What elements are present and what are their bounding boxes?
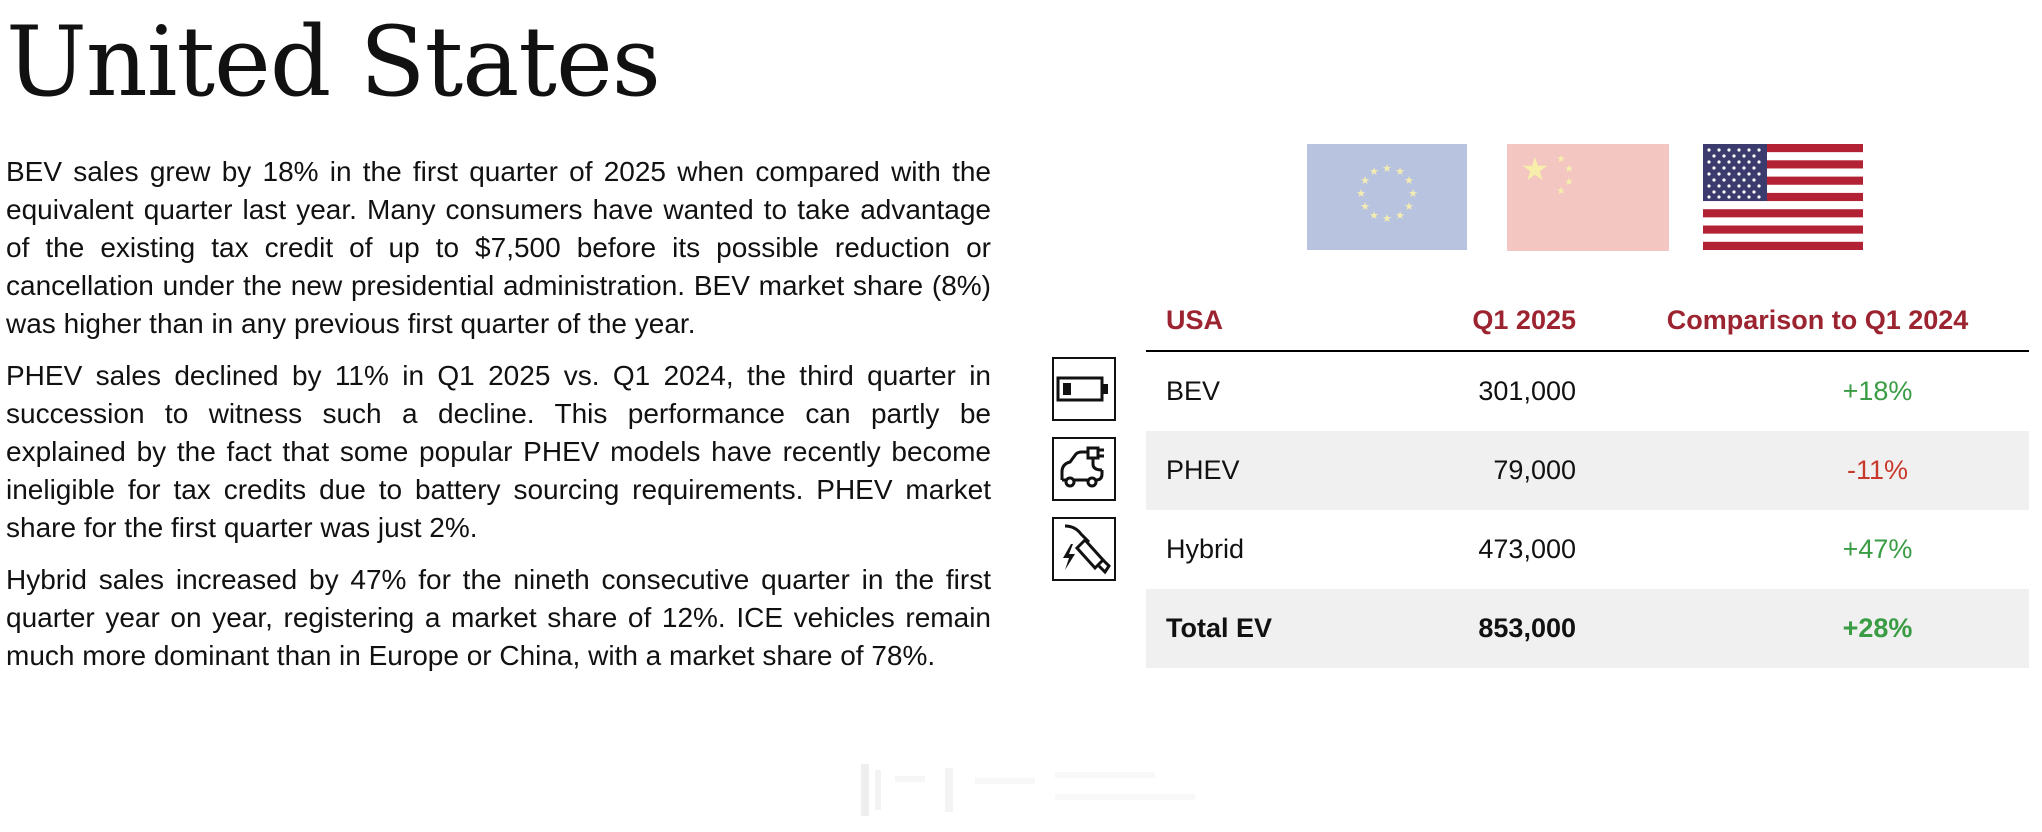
row-value: 301,000: [1478, 376, 1576, 406]
paragraph-phev: PHEV sales declined by 11% in Q1 2025 vs…: [6, 360, 991, 543]
header-comparison: Comparison to Q1 2024: [1606, 290, 2029, 352]
svg-text:★: ★: [1356, 187, 1366, 200]
watermark-graphic: [855, 758, 1205, 820]
svg-text:★: ★: [1360, 200, 1370, 213]
row-type: PHEV: [1146, 431, 1326, 510]
row-value: 473,000: [1478, 534, 1576, 564]
svg-text:★: ★: [1395, 209, 1405, 222]
row-value: 853,000: [1326, 589, 1606, 668]
svg-text:★: ★: [1404, 174, 1414, 187]
svg-text:★: ★: [1408, 187, 1418, 200]
page-title: United States: [6, 6, 661, 118]
fuel-pump-icon: [1052, 517, 1116, 581]
row-change: +18%: [1842, 376, 1913, 406]
paragraph-hybrid: Hybrid sales increased by 47% for the ni…: [6, 564, 991, 671]
table-header-row: USA Q1 2025 Comparison to Q1 2024: [1146, 290, 2029, 352]
svg-text:★: ★: [1565, 164, 1574, 175]
row-value: 79,000: [1326, 431, 1606, 510]
svg-text:★: ★: [1369, 165, 1379, 178]
svg-text:★: ★: [1360, 174, 1370, 187]
row-change: +28%: [1606, 589, 2029, 668]
paragraph-bev: BEV sales grew by 18% in the first quart…: [6, 156, 991, 339]
svg-text:★: ★: [1557, 186, 1566, 197]
row-type: Total EV: [1146, 589, 1326, 668]
svg-text:★: ★: [1404, 200, 1414, 213]
header-region: USA: [1146, 290, 1326, 352]
row-change: +47%: [1842, 534, 1913, 564]
table-row-total: Total EV 853,000 +28%: [1146, 589, 2029, 668]
svg-text:★: ★: [1382, 212, 1392, 225]
table-row: BEV 301,000 +18%: [1146, 351, 2029, 431]
svg-text:★: ★: [1565, 177, 1574, 188]
svg-text:★: ★: [1395, 165, 1405, 178]
svg-text:★: ★: [1521, 150, 1550, 188]
svg-text:★: ★: [1382, 162, 1392, 175]
body-text: BEV sales grew by 18% in the first quart…: [6, 153, 991, 689]
svg-text:★: ★: [1369, 209, 1379, 222]
row-type: Hybrid: [1166, 534, 1245, 564]
battery-icon: [1052, 357, 1116, 421]
row-change: -11%: [1606, 431, 2029, 510]
table-row: PHEV 79,000 -11%: [1146, 431, 2029, 510]
sales-table: USA Q1 2025 Comparison to Q1 2024 BEV 30…: [1146, 290, 2029, 668]
plug-car-icon: [1052, 437, 1116, 501]
svg-text:★: ★: [1557, 154, 1566, 165]
table-row: Hybrid 473,000 +47%: [1146, 510, 2029, 589]
header-period: Q1 2025: [1326, 290, 1606, 352]
row-type: BEV: [1166, 376, 1221, 406]
usa-flag-icon[interactable]: [1703, 144, 1863, 250]
eu-flag-icon[interactable]: ★ ★ ★ ★ ★ ★ ★ ★ ★ ★ ★ ★: [1307, 144, 1467, 250]
china-flag-icon[interactable]: ★ ★ ★ ★ ★: [1507, 144, 1669, 251]
